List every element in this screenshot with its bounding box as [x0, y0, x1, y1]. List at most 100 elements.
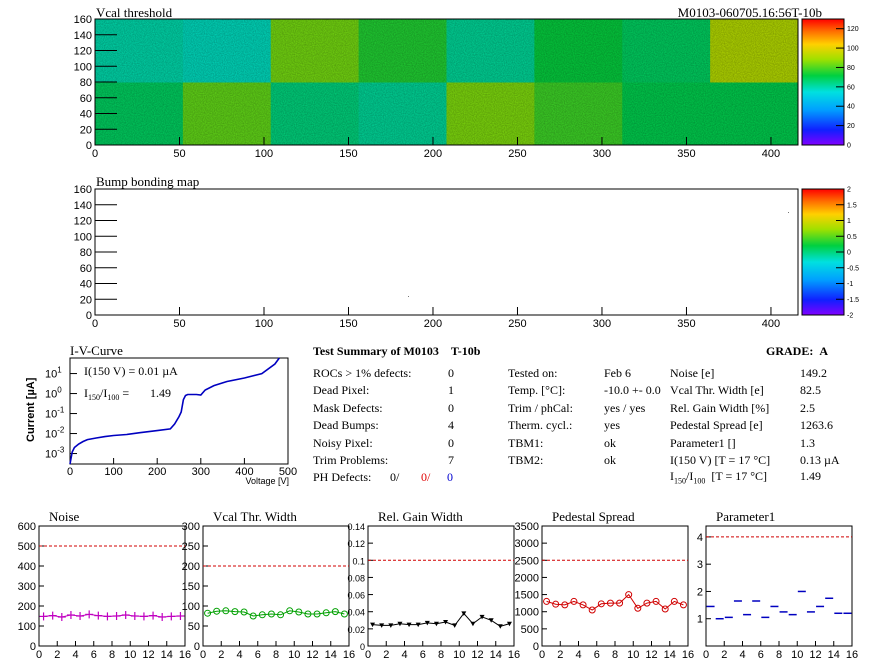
iv-x-tick-label: 100: [104, 466, 122, 478]
small-y-tick-label: 300: [182, 521, 200, 533]
data-point: [433, 621, 439, 627]
y-tick-label: 160: [74, 184, 92, 196]
small-plot-title: Vcal Thr. Width: [213, 509, 297, 524]
colorbar-tick-label: 0: [847, 143, 851, 150]
small-x-tick-label: 6: [758, 649, 764, 661]
vcal-x-axis: 0 50 100 150 200 250 300 350 400: [92, 137, 780, 160]
small-plot-title: Noise: [49, 509, 80, 524]
small-x-tick-label: 16: [682, 649, 694, 661]
data-point: [561, 601, 569, 609]
small-x-tick-label: 12: [142, 649, 154, 661]
small-y-tick-label: 2: [697, 586, 703, 598]
small-y-tick-label: 3000: [515, 538, 539, 550]
summary-row-label: Dead Pixel:: [313, 383, 370, 398]
data-point: [240, 608, 248, 616]
x-tick-label: 150: [339, 318, 357, 330]
data-point: [506, 621, 512, 627]
small-y-tick-label: 0.08: [347, 573, 365, 583]
vcal-threshold-map: Vcal threshold 0 50 100 150 200 250 300 350 400 …: [74, 5, 859, 160]
data-point: [461, 611, 467, 616]
small-x-tick-label: 6: [420, 649, 426, 661]
small-x-tick-label: 6: [91, 649, 97, 661]
iv-y-tick-label: 101: [45, 366, 62, 381]
x-tick-label: 100: [255, 148, 273, 160]
iv-curve-title: I-V-Curve: [70, 343, 123, 358]
small-plot-title: Parameter1: [716, 509, 775, 524]
small-y-tick-label: 3500: [515, 521, 539, 533]
small-y-tick-label: 2000: [515, 572, 539, 584]
small-x-tick-label: 8: [273, 649, 279, 661]
iv-annotation-ratio-value: 1.49: [150, 386, 171, 400]
summary-row-label: Pedestal Spread [e]: [670, 418, 763, 433]
x-tick-label: 250: [508, 318, 526, 330]
data-point: [670, 597, 678, 605]
small-y-tick-label: 500: [521, 624, 539, 636]
colorbar-tick-label: 100: [847, 46, 859, 53]
small-plot-frame: [541, 525, 689, 647]
small-y-tick-label: 0.14: [347, 522, 365, 532]
summary-row-label: Trim / phCal:: [508, 400, 573, 415]
bump-x-axis: 0 50 100 150 200 250 300 350 400: [92, 307, 780, 330]
summary-row-label: Trim Problems:: [313, 453, 389, 467]
colorbar-tick-label: 60: [847, 84, 855, 91]
ratio-row-label: I150/I100 [T = 17 °C]: [670, 469, 768, 486]
small-x-tick-label: 8: [776, 649, 782, 661]
data-point: [443, 620, 449, 625]
small-y-tick-label: 0: [533, 641, 539, 653]
x-tick-label: 400: [762, 148, 780, 160]
summary-module-title: Test Summary of M0103: [313, 344, 439, 358]
small-x-tick-label: 16: [343, 649, 355, 661]
x-tick-label: 50: [173, 148, 185, 160]
small-plot-frame: [367, 525, 515, 647]
small-x-tick-label: 16: [179, 649, 191, 661]
summary-row-label: Vcal Thr. Width [e]: [670, 383, 764, 398]
data-point: [313, 610, 321, 618]
small-x-tick-label: 12: [471, 649, 483, 661]
small-x-tick-label: 14: [664, 649, 676, 661]
summary-test-name: T-10b: [450, 344, 481, 358]
small-x-tick-label: 14: [490, 649, 502, 661]
iv-x-tick-label: 500: [279, 466, 297, 478]
iv-annotation-ratio-label: I150/I100 =: [84, 386, 129, 402]
small-y-tick-label: 0: [360, 642, 365, 652]
summary-row-value: 2.5: [800, 400, 815, 415]
module-id-label: M0103-060705.16:56T-10b: [678, 5, 822, 20]
data-point: [331, 608, 339, 616]
iv-x-tick-label: 400: [235, 466, 253, 478]
y-tick-label: 100: [74, 61, 92, 73]
summary-row-label: I(150 V) [T = 17 °C]: [670, 453, 771, 467]
x-tick-label: 100: [255, 318, 273, 330]
small-x-tick-label: 14: [325, 649, 337, 661]
x-tick-label: 300: [593, 318, 611, 330]
data-point: [267, 610, 275, 618]
data-point: [588, 606, 596, 614]
small-y-tick-label: 0: [30, 641, 36, 653]
small-plot-frame: [705, 525, 853, 647]
small-y-tick-label: 100: [18, 621, 36, 633]
colorbar-tick-label: 40: [847, 104, 855, 111]
iv-plot-frame: [69, 357, 289, 465]
summary-row-label: Dead Bumps:: [313, 418, 379, 433]
vcal-heat-grain: [95, 19, 798, 145]
colorbar-tick-label: 0: [847, 250, 851, 257]
y-tick-label: 100: [74, 231, 92, 243]
ratio-row-value: 1.49: [800, 469, 821, 483]
bump-y-axis: 0 20 40 60 80 100 120 140 160: [74, 184, 117, 322]
small-x-tick-label: 2: [557, 649, 563, 661]
y-tick-label: 40: [80, 109, 92, 121]
small-x-tick-label: 16: [846, 649, 858, 661]
x-tick-label: 350: [677, 148, 695, 160]
small-y-tick-label: 0.04: [347, 608, 365, 618]
small-x-tick-label: 10: [627, 649, 639, 661]
summary-row-label: Temp. [°C]:: [508, 383, 566, 398]
grade-value: A: [819, 344, 829, 358]
iv-y-tick-label: 10-1: [45, 406, 65, 421]
summary-row-value: yes / yes: [604, 400, 646, 415]
small-x-tick-label: 6: [255, 649, 261, 661]
data-point: [231, 608, 239, 616]
x-tick-label: 200: [424, 318, 442, 330]
bump-map-frame: [94, 188, 799, 316]
colorbar-tick-label: -1: [847, 281, 853, 288]
